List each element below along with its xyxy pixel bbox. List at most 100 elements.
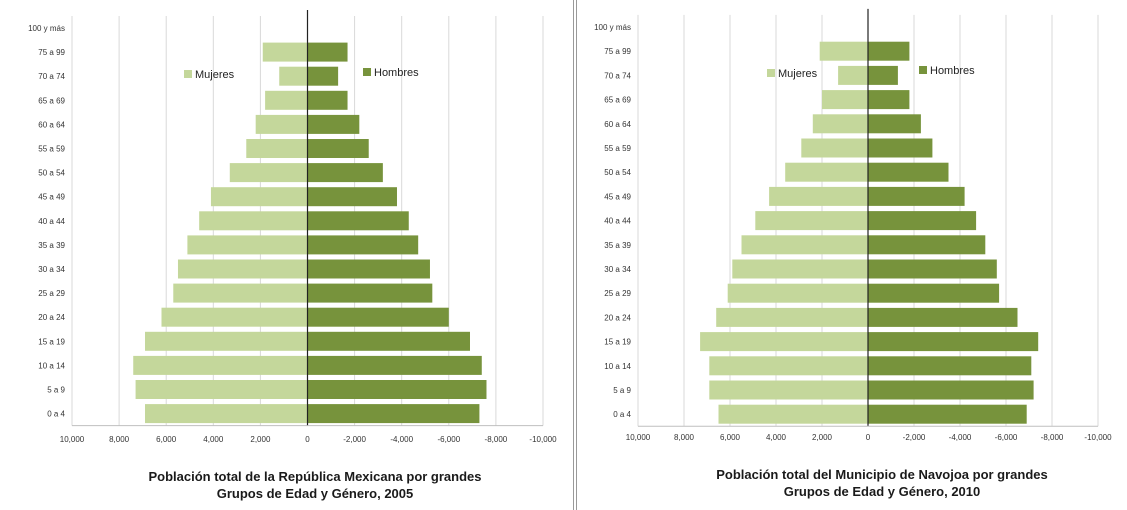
category-label: 70 a 74 xyxy=(604,71,631,80)
bar-hombres xyxy=(868,235,986,255)
x-tick-label: 0 xyxy=(866,433,871,442)
bar-mujeres xyxy=(755,211,868,231)
chart-title-republica: Población total de la República Mexicana… xyxy=(80,468,550,502)
bar-mujeres xyxy=(718,404,868,424)
chart-title-line-1: Población total del Municipio de Navojoa… xyxy=(716,467,1048,482)
bar-mujeres xyxy=(838,65,868,85)
bar-mujeres xyxy=(177,259,308,279)
bar-mujeres xyxy=(161,307,308,327)
bar-mujeres xyxy=(187,235,308,255)
category-label: 15 a 19 xyxy=(38,337,65,346)
x-tick-label: 0 xyxy=(305,435,310,444)
bar-hombres xyxy=(868,211,977,231)
x-tick-label: 10,000 xyxy=(60,435,85,444)
bar-hombres xyxy=(307,307,449,327)
bar-mujeres xyxy=(133,355,308,375)
bar-hombres xyxy=(868,380,1034,400)
x-tick-label: 4,000 xyxy=(766,433,787,442)
category-label: 45 a 49 xyxy=(38,193,65,202)
x-tick-label: 2,000 xyxy=(812,433,833,442)
x-tick-label: -2,000 xyxy=(343,435,366,444)
category-label: 100 y más xyxy=(28,24,65,33)
category-label: 70 a 74 xyxy=(38,72,65,81)
category-label: 50 a 54 xyxy=(604,168,631,177)
bar-hombres xyxy=(868,41,910,61)
bar-mujeres xyxy=(709,380,868,400)
bar-hombres xyxy=(307,42,348,62)
category-label: 0 a 4 xyxy=(613,410,631,419)
bar-mujeres xyxy=(801,138,868,158)
x-tick-label: 8,000 xyxy=(674,433,695,442)
bar-mujeres xyxy=(279,66,308,86)
bar-mujeres xyxy=(732,259,868,279)
category-label: 30 a 34 xyxy=(38,265,65,274)
category-label: 35 a 39 xyxy=(604,241,631,250)
bar-hombres xyxy=(307,283,433,303)
bar-hombres xyxy=(307,404,480,424)
bar-mujeres xyxy=(716,307,868,327)
legend-label-hombres: Hombres xyxy=(930,65,975,77)
category-label: 15 a 19 xyxy=(604,338,631,347)
category-label: 20 a 24 xyxy=(38,313,65,322)
category-label: 100 y más xyxy=(594,23,631,32)
category-label: 5 a 9 xyxy=(47,386,65,395)
bar-hombres xyxy=(868,332,1039,352)
legend-label-mujeres: Mujeres xyxy=(778,68,818,80)
category-label: 30 a 34 xyxy=(604,265,631,274)
x-tick-label: -8,000 xyxy=(485,435,508,444)
x-tick-label: -2,000 xyxy=(903,433,926,442)
category-label: 45 a 49 xyxy=(604,192,631,201)
bar-hombres xyxy=(868,356,1032,376)
category-label: 75 a 99 xyxy=(38,48,65,57)
category-label: 60 a 64 xyxy=(38,120,65,129)
legend-label-hombres: Hombres xyxy=(374,67,419,79)
bar-hombres xyxy=(307,235,419,255)
bar-hombres xyxy=(868,186,965,206)
category-label: 25 a 29 xyxy=(38,289,65,298)
x-tick-label: 8,000 xyxy=(109,435,130,444)
bar-mujeres xyxy=(822,90,868,110)
bar-hombres xyxy=(868,307,1018,327)
category-label: 40 a 44 xyxy=(38,217,65,226)
bar-hombres xyxy=(307,90,348,110)
bar-mujeres xyxy=(812,114,868,134)
bar-mujeres xyxy=(173,283,308,303)
legend-swatch-mujeres xyxy=(184,70,192,78)
bar-mujeres xyxy=(700,332,868,352)
x-tick-label: -8,000 xyxy=(1041,433,1064,442)
bar-mujeres xyxy=(769,186,868,206)
bar-hombres xyxy=(307,187,397,207)
category-label: 65 a 69 xyxy=(38,96,65,105)
bar-hombres xyxy=(307,380,487,399)
bar-mujeres xyxy=(741,235,868,255)
legend-swatch-hombres xyxy=(363,68,371,76)
category-label: 75 a 99 xyxy=(604,47,631,56)
bar-mujeres xyxy=(145,331,308,351)
bar-hombres xyxy=(868,65,898,85)
bar-mujeres xyxy=(199,211,308,231)
chart-panel-republica: 100 y más 75 a 99 70 a 74 65 a 69 60 a 64 55 … xyxy=(28,0,574,510)
chart-title-line-1: Población total de la República Mexicana… xyxy=(148,469,482,484)
x-tick-label: 2,000 xyxy=(250,435,271,444)
x-tick-label: 6,000 xyxy=(720,433,741,442)
category-label: 10 a 14 xyxy=(38,361,65,370)
bar-mujeres xyxy=(262,42,308,62)
bar-hombres xyxy=(868,259,997,279)
bar-hombres xyxy=(868,283,1000,303)
chart-title-navojoa: Población total del Municipio de Navojoa… xyxy=(647,466,1117,500)
bar-hombres xyxy=(307,66,339,86)
category-label: 40 a 44 xyxy=(604,217,631,226)
bar-hombres xyxy=(868,114,921,134)
category-label: 50 a 54 xyxy=(38,169,65,178)
bar-mujeres xyxy=(727,283,868,303)
category-label: 25 a 29 xyxy=(604,289,631,298)
bar-hombres xyxy=(868,90,910,110)
x-tick-label: 10,000 xyxy=(626,433,651,442)
bar-hombres xyxy=(307,355,482,375)
chart-title-line-2: Grupos de Edad y Género, 2010 xyxy=(783,484,981,499)
bar-hombres xyxy=(868,162,949,182)
bar-hombres xyxy=(868,404,1027,424)
x-tick-label: -4,000 xyxy=(390,435,413,444)
x-tick-label: 6,000 xyxy=(156,435,177,444)
bar-hombres xyxy=(307,163,383,183)
